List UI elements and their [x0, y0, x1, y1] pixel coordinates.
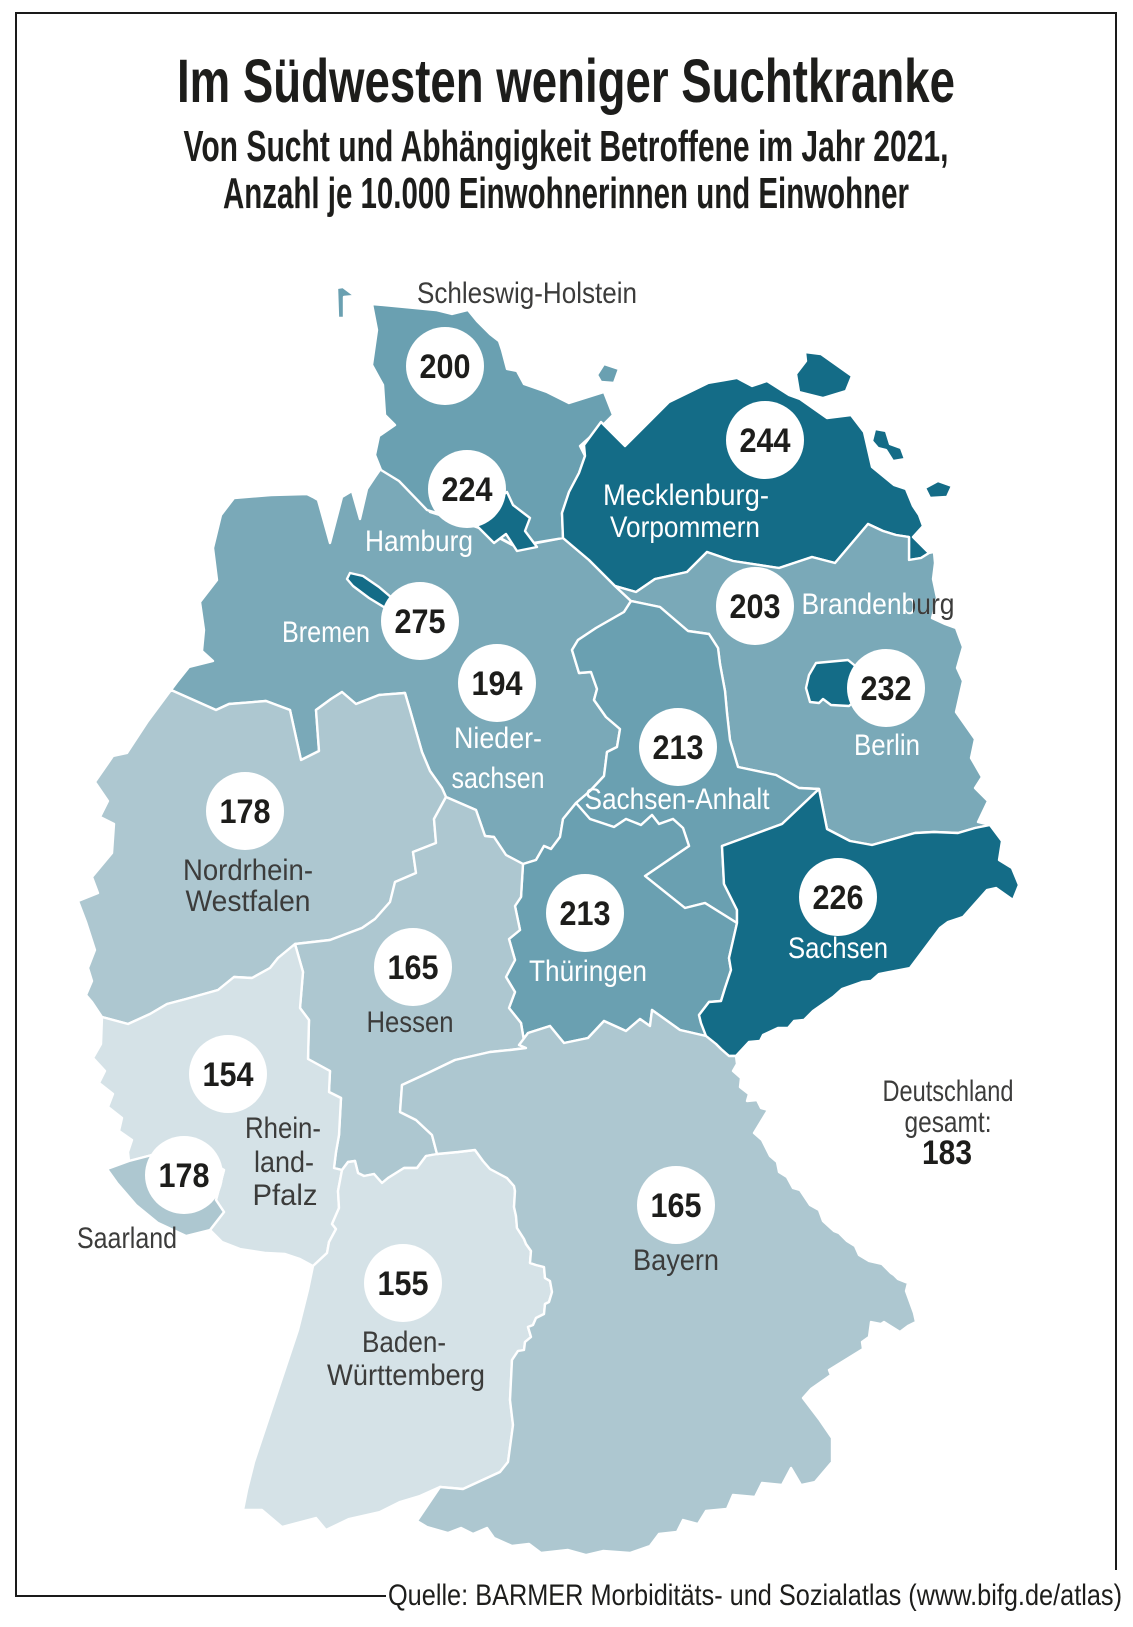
svg-text:232: 232	[861, 670, 912, 708]
svg-text:Schleswig-Holstein: Schleswig-Holstein	[417, 277, 637, 310]
svg-text:203: 203	[730, 588, 781, 626]
svg-text:Deutschland: Deutschland	[883, 1075, 1014, 1108]
svg-text:Bremen: Bremen	[282, 616, 370, 649]
svg-text:155: 155	[378, 1265, 429, 1303]
svg-text:land-: land-	[254, 1146, 314, 1179]
svg-text:Pfalz: Pfalz	[253, 1179, 318, 1212]
svg-text:Berlin: Berlin	[854, 729, 920, 762]
svg-text:194: 194	[472, 665, 523, 703]
svg-text:178: 178	[220, 793, 271, 831]
svg-text:gesamt:: gesamt:	[905, 1106, 992, 1139]
svg-text:178: 178	[159, 1157, 210, 1195]
svg-text:Quelle: BARMER Morbiditäts- un: Quelle: BARMER Morbiditäts- und Sozialat…	[388, 1579, 1122, 1612]
svg-text:Württemberg: Württemberg	[327, 1359, 485, 1392]
svg-text:Im Südwesten weniger Suchtkran: Im Südwesten weniger Suchtkranke	[177, 47, 955, 115]
svg-text:226: 226	[813, 879, 864, 917]
svg-text:Hessen: Hessen	[367, 1006, 454, 1039]
svg-text:Sachsen: Sachsen	[788, 932, 888, 965]
svg-text:275: 275	[395, 603, 446, 641]
svg-text:Von Sucht und Abhängigkeit Bet: Von Sucht und Abhängigkeit Betroffene im…	[184, 122, 949, 171]
svg-text:224: 224	[442, 471, 493, 509]
svg-text:Vorpommern: Vorpommern	[610, 511, 760, 544]
svg-text:Mecklenburg-: Mecklenburg-	[603, 479, 769, 512]
svg-text:Saarland: Saarland	[77, 1222, 177, 1255]
svg-text:Bayern: Bayern	[633, 1244, 719, 1277]
svg-text:Thüringen: Thüringen	[529, 955, 647, 988]
svg-text:Brandenburg: Brandenburg	[802, 588, 955, 621]
svg-text:213: 213	[653, 729, 704, 767]
svg-text:213: 213	[560, 895, 611, 933]
svg-text:165: 165	[651, 1187, 702, 1225]
svg-text:200: 200	[420, 348, 471, 386]
svg-text:Sachsen-Anhalt: Sachsen-Anhalt	[585, 783, 771, 816]
svg-text:Hamburg: Hamburg	[365, 525, 473, 558]
svg-text:sachsen: sachsen	[452, 762, 545, 795]
svg-text:183: 183	[922, 1134, 972, 1172]
svg-text:165: 165	[388, 949, 439, 987]
svg-text:Nieder-: Nieder-	[454, 722, 542, 755]
svg-text:Nordrhein-: Nordrhein-	[183, 854, 313, 887]
svg-text:244: 244	[740, 422, 791, 460]
svg-text:Baden-: Baden-	[362, 1326, 446, 1359]
svg-text:Westfalen: Westfalen	[186, 885, 311, 918]
svg-text:154: 154	[203, 1056, 254, 1094]
svg-text:Brandenburg: Brandenburg	[802, 588, 955, 621]
svg-text:Anzahl je 10.000 Einwohnerinne: Anzahl je 10.000 Einwohnerinnen und Einw…	[223, 169, 909, 218]
svg-text:Rhein-: Rhein-	[245, 1112, 321, 1145]
